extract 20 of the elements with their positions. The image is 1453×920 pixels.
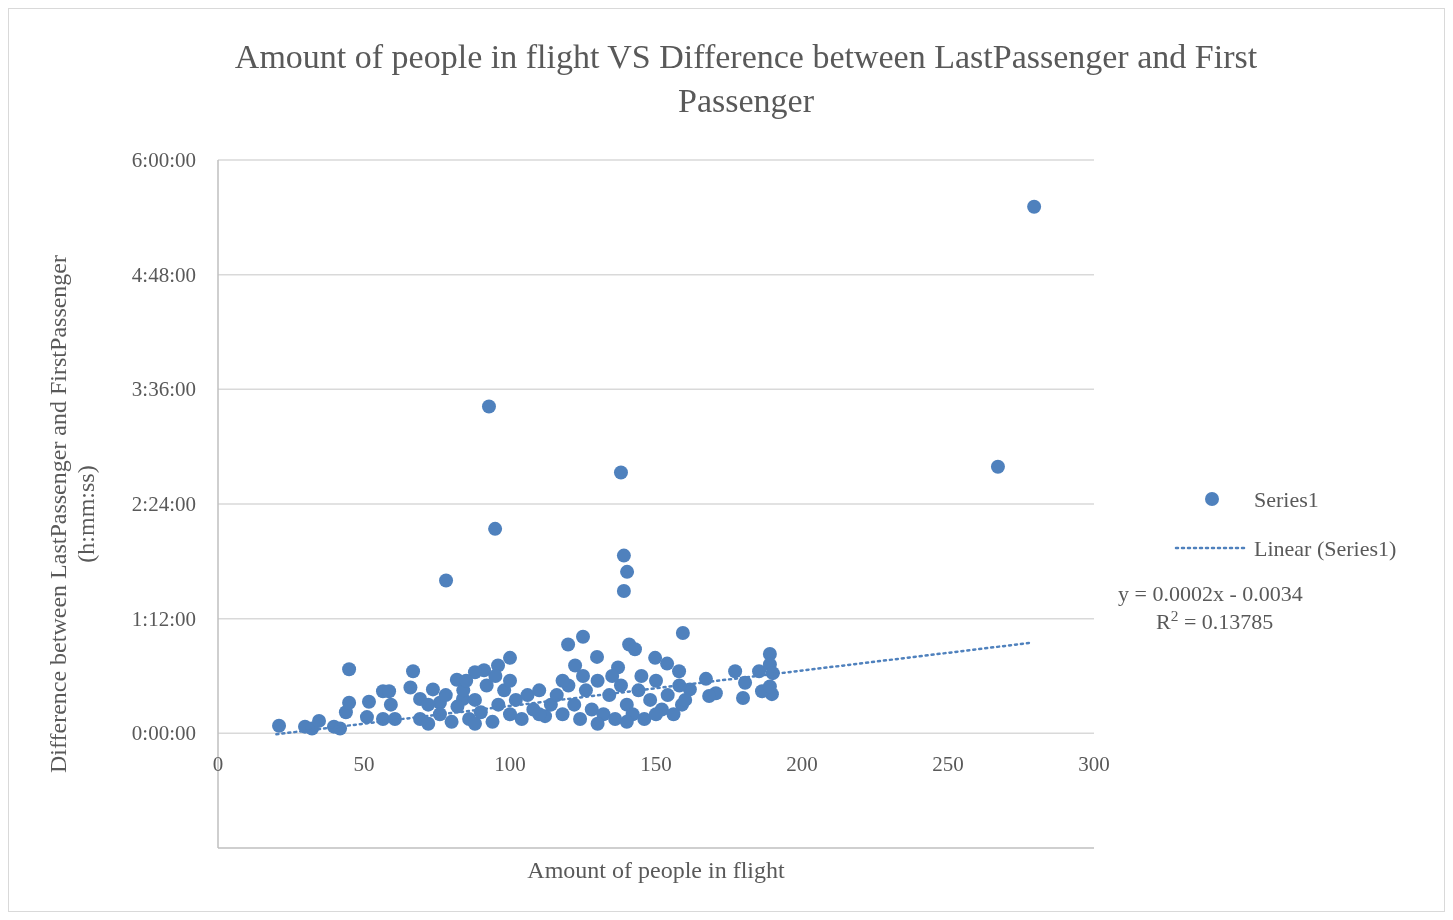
text: R$^{2}$ = 0.13785 bbox=[1156, 606, 1274, 634]
y-tick-label: 4:48:00 bbox=[131, 262, 196, 287]
x-tick-label: 250 bbox=[932, 752, 964, 777]
text: y = 0.0002x - 0.0034 bbox=[1118, 581, 1303, 606]
legend-label: Linear (Series1) bbox=[1254, 536, 1397, 561]
x-tick-label: 150 bbox=[640, 752, 672, 777]
x-tick-label: 100 bbox=[494, 752, 526, 777]
x-tick-label: 50 bbox=[353, 752, 375, 777]
x-tick-label: 200 bbox=[786, 752, 818, 777]
x-tick-label: 0 bbox=[212, 752, 224, 777]
x-axis-title: Amount of people in flight bbox=[527, 857, 785, 883]
x-tick-label: 300 bbox=[1078, 752, 1110, 777]
y-tick-label: 1:12:00 bbox=[131, 606, 196, 631]
y-tick-label: 3:36:00 bbox=[131, 377, 196, 402]
legend-label: Series1 bbox=[1254, 487, 1319, 512]
y-tick-label: 0:00:00 bbox=[131, 721, 196, 746]
y-tick-label: 6:00:00 bbox=[131, 148, 196, 172]
chart-title: Amount of people in flight VS Difference between LastPassenger and First Passenger bbox=[234, 38, 1258, 119]
y-axis-title: Difference between LastPassenger and FirstPassenger (h:mm:ss) bbox=[45, 254, 99, 774]
y-tick-label: 2:24:00 bbox=[131, 492, 196, 516]
